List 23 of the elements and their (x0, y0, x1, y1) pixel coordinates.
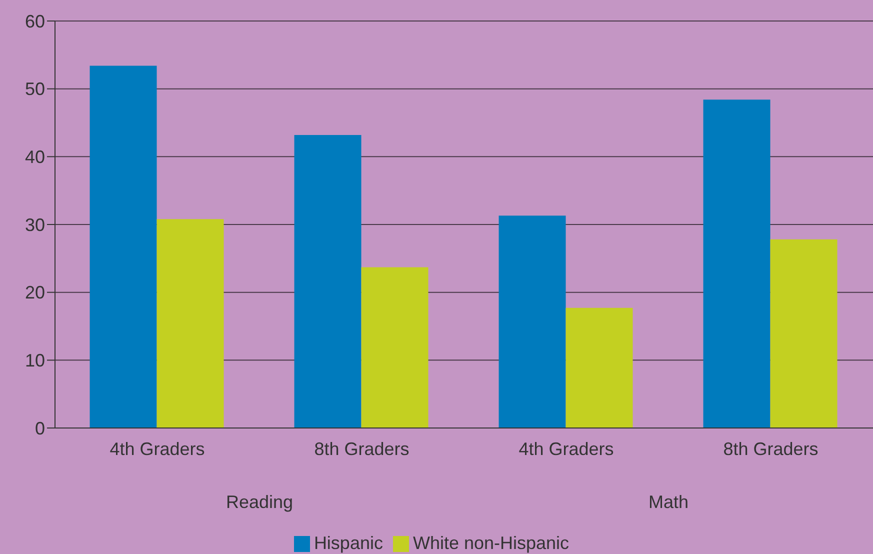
bar (770, 239, 838, 428)
x-tick-label: 8th Graders (723, 438, 818, 459)
x-tick-label: 4th Graders (110, 438, 205, 459)
y-tick-label: 30 (24, 214, 45, 235)
y-tick-label: 20 (24, 282, 45, 303)
legend-label: White non-Hispanic (412, 533, 570, 553)
bar (566, 308, 633, 428)
legend-label: Hispanic (314, 533, 383, 553)
bar (90, 66, 157, 428)
x-tick-label: 8th Graders (314, 438, 410, 459)
y-tick-label: 50 (24, 79, 45, 100)
bar (703, 100, 770, 428)
bar (361, 267, 428, 428)
x-tick-label: 4th Graders (518, 438, 614, 459)
text: Math (647, 492, 690, 513)
y-tick-label: 40 (24, 147, 45, 168)
text: Reading (224, 492, 294, 513)
bar (294, 134, 362, 428)
y-tick-label: 60 (24, 11, 45, 32)
y-tick-label: 0 (34, 418, 45, 438)
bar (156, 219, 224, 428)
y-tick-label: 10 (24, 350, 45, 371)
bar (498, 216, 566, 428)
